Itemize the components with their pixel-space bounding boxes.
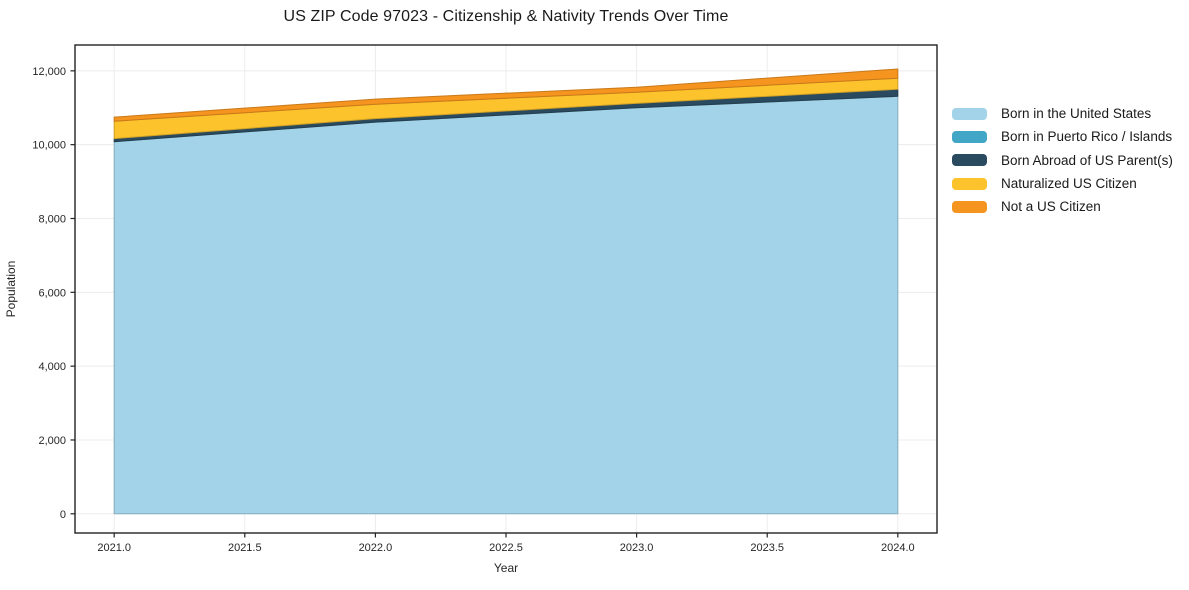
legend-label: Born in Puerto Rico / Islands (1001, 129, 1173, 145)
x-tick-label: 2021.0 (97, 542, 131, 554)
legend-swatch-born-in-us-icon (952, 107, 987, 120)
y-tick-label: 8,000 (38, 213, 66, 225)
legend-label: Not a US Citizen (1001, 199, 1101, 215)
legend-item-born-abroad: Born Abroad of US Parent(s) (952, 149, 1173, 172)
x-tick-label: 2023.0 (620, 542, 654, 554)
x-tick-label: 2022.5 (489, 542, 523, 554)
chart-title: US ZIP Code 97023 - Citizenship & Nativi… (283, 8, 729, 25)
y-tick-label: 6,000 (38, 287, 66, 299)
plot-area: 2021.0 2021.5 2022.0 2022.5 2023.0 2023.5 2024… (4, 44, 938, 575)
legend: Born in the United States Born in Puerto… (952, 102, 1173, 218)
area-series-0 (113, 95, 899, 515)
x-axis-label: Year (494, 561, 518, 575)
y-tick-label: 0 (60, 509, 66, 521)
area-series-4 (113, 68, 899, 122)
x-tick-label: 2021.5 (228, 542, 262, 554)
legend-label: Naturalized US Citizen (1001, 176, 1137, 192)
y-axis-label: Population (4, 261, 18, 318)
y-tick-label: 10,000 (32, 140, 66, 152)
x-tick-label: 2023.5 (750, 542, 784, 554)
legend-swatch-naturalized-icon (952, 177, 987, 190)
legend-item-not-citizen: Not a US Citizen (952, 195, 1173, 218)
legend-item-naturalized: Naturalized US Citizen (952, 172, 1173, 195)
x-tick-label: 2022.0 (359, 542, 393, 554)
y-tick-label: 2,000 (38, 435, 66, 447)
legend-swatch-born-abroad-icon (952, 154, 987, 167)
legend-item-born-in-us: Born in the United States (952, 102, 1173, 125)
legend-swatch-born-in-puerto-rico-icon (952, 130, 987, 143)
legend-label: Born Abroad of US Parent(s) (1001, 152, 1173, 168)
legend-swatch-not-citizen-icon (952, 200, 987, 213)
legend-item-born-in-puerto-rico: Born in Puerto Rico / Islands (952, 125, 1173, 148)
legend-label: Born in the United States (1001, 106, 1152, 122)
y-tick-label: 4,000 (38, 361, 66, 373)
y-tick-label: 12,000 (32, 66, 66, 78)
x-tick-label: 2024.0 (881, 542, 915, 554)
